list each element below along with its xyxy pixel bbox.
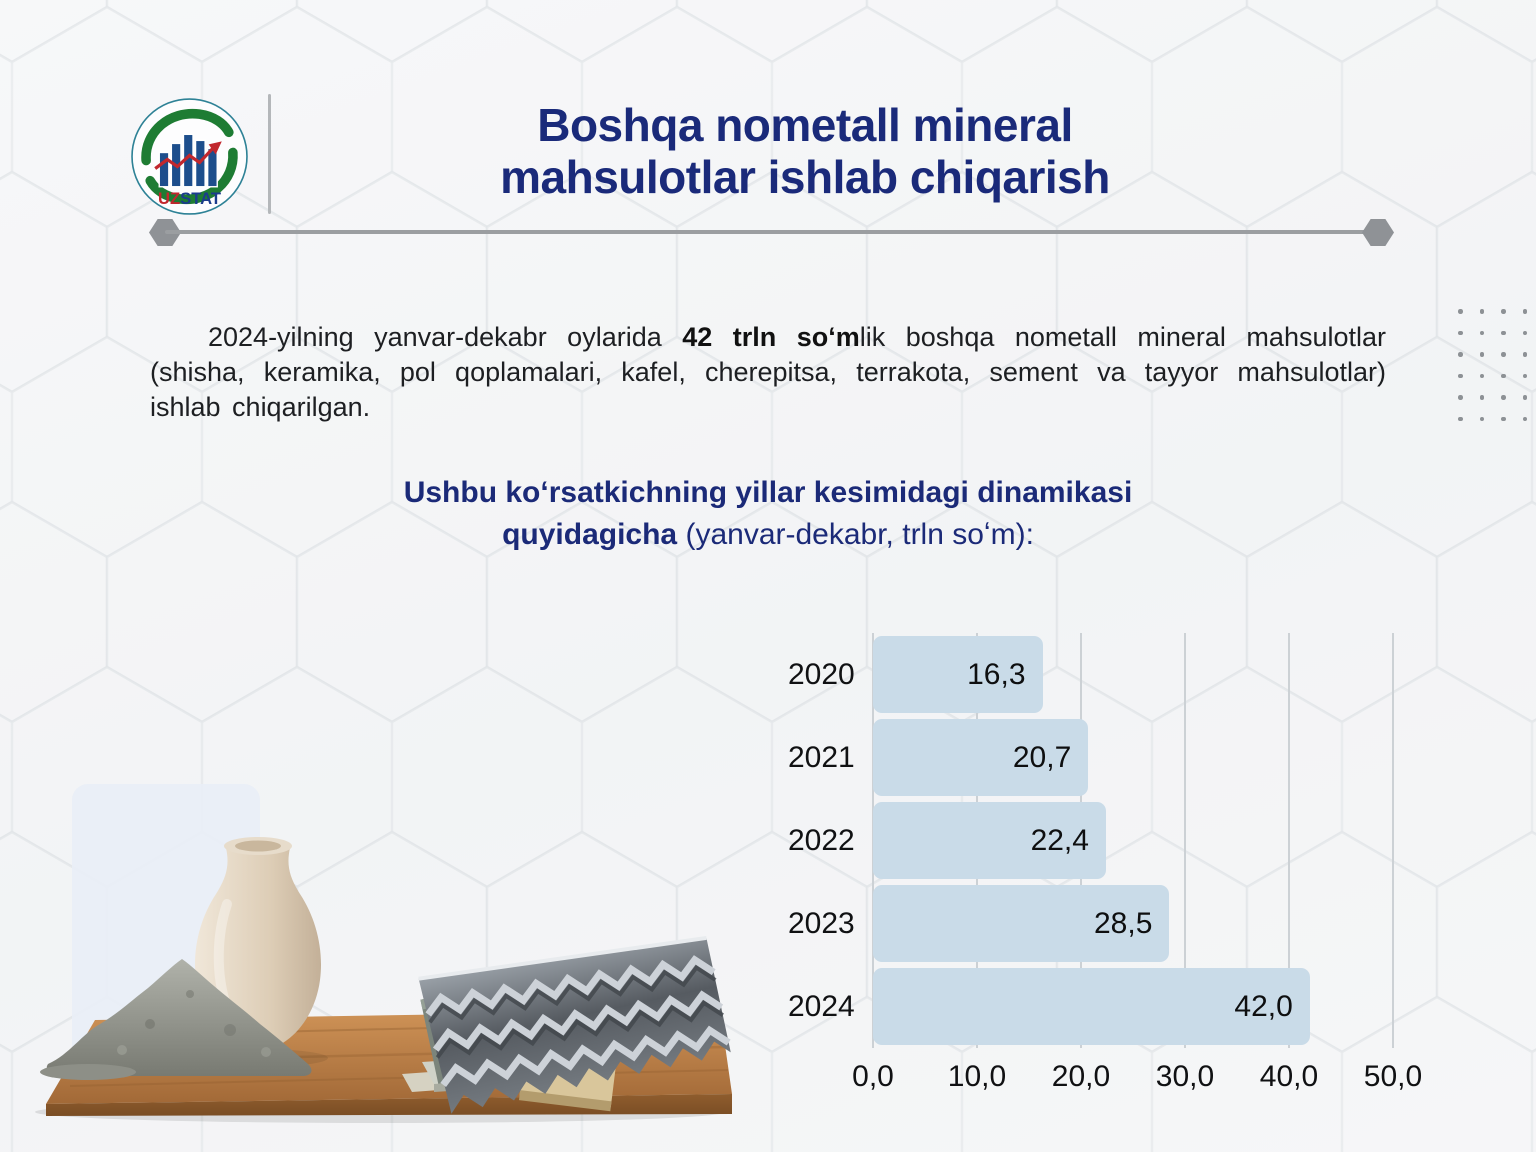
page-title-line2: mahsulotlar ishlab chiqarish <box>500 150 1110 203</box>
chart-row: 2022 22,4 <box>788 799 1393 882</box>
intro-lead: 2024-yilning yanvar-dekabr oylarida <box>208 322 683 352</box>
chart-year-label: 2022 <box>788 823 855 857</box>
dot-icon <box>1522 330 1527 335</box>
chart-x-tick-label: 40,0 <box>1259 1060 1319 1093</box>
dots-grid-decoration <box>1458 309 1527 421</box>
intro-paragraph: 2024-yilning yanvar-dekabr oylarida 42 t… <box>150 320 1386 425</box>
dot-icon <box>1458 395 1463 400</box>
dot-icon <box>1458 373 1463 378</box>
chart-row: 2023 28,5 <box>788 882 1393 965</box>
page-title: Boshqa nometall mineral mahsulotlar ishl… <box>400 99 1210 204</box>
chart-bar: 42,0 <box>873 968 1310 1045</box>
dot-icon <box>1458 309 1463 314</box>
chart-year-label: 2024 <box>788 989 855 1023</box>
dot-icon <box>1479 330 1484 335</box>
logo-swoosh-bottom <box>145 147 238 205</box>
dot-icon <box>1501 373 1506 378</box>
chart-year-label: 2021 <box>788 740 855 774</box>
chart-bar: 22,4 <box>873 802 1106 879</box>
chart-bar-value-label: 42,0 <box>1234 989 1293 1023</box>
dot-icon <box>1501 416 1506 421</box>
divider-hexagon-right <box>1362 219 1394 246</box>
dot-icon <box>1479 395 1484 400</box>
divider-line <box>165 230 1377 234</box>
chart-year-label: 2023 <box>788 906 855 940</box>
dot-icon <box>1522 416 1527 421</box>
dot-icon <box>1522 309 1527 314</box>
logo-text-stat: STAT <box>180 189 221 208</box>
dot-icon <box>1458 352 1463 357</box>
dot-icon <box>1501 330 1506 335</box>
uzstat-logo: UZSTAT <box>131 98 248 215</box>
chart-row: 2024 42,0 <box>788 965 1393 1048</box>
chart-bar-value-label: 20,7 <box>1012 740 1072 774</box>
chart-x-tick-label: 50,0 <box>1363 1060 1423 1093</box>
chart-year-label: 2020 <box>788 657 855 691</box>
chart-row: 2021 20,7 <box>788 716 1393 799</box>
metal-roof-tiles <box>418 935 731 1114</box>
chart-caption: Ushbu koʻrsatkichning yillar kesimidagi … <box>300 472 1236 556</box>
chart-x-axis: 0,0 10,0 20,0 30,0 40,0 50,0 <box>852 1060 1422 1102</box>
chart-row: 2020 16,3 <box>788 633 1393 716</box>
cement-pile <box>40 959 312 1080</box>
dot-icon <box>1458 416 1463 421</box>
chart-bar: 20,7 <box>873 719 1089 796</box>
dot-icon <box>1479 416 1484 421</box>
logo-trend-line-icon <box>154 147 214 170</box>
chart-x-tick-label: 20,0 <box>1051 1060 1111 1093</box>
intro-highlight-value: 42 trln soʻm <box>682 322 860 352</box>
chart-caption-line2-units: (yanvar-dekabr, trln soʻm): <box>677 518 1034 551</box>
chart-bar: 28,5 <box>873 885 1170 962</box>
dot-icon <box>1479 373 1484 378</box>
chart-plot-area: 2020 16,3 2021 20,7 2022 22,4 2023 28,5 2024 42,0 <box>788 633 1394 1048</box>
production-bar-chart: 2020 16,3 2021 20,7 2022 22,4 2023 28,5 2024 42,0… <box>788 633 1478 1103</box>
dot-icon <box>1501 395 1506 400</box>
dot-icon <box>1458 330 1463 335</box>
chart-x-tick-label: 0,0 <box>852 1060 894 1093</box>
page-title-line1: Boshqa nometall mineral <box>537 99 1073 151</box>
dot-icon <box>1501 309 1506 314</box>
logo-trend-arrow-icon <box>208 141 222 155</box>
construction-materials-illustration <box>35 784 732 1123</box>
chart-caption-line2: quyidagicha (yanvar-dekabr, trln soʻm): <box>300 514 1236 556</box>
dot-icon <box>1479 309 1484 314</box>
chart-x-tick-label: 10,0 <box>947 1060 1007 1093</box>
dot-icon <box>1522 395 1527 400</box>
chart-bar-value-label: 22,4 <box>1030 823 1089 857</box>
dot-icon <box>1479 352 1484 357</box>
logo-swoosh-top <box>141 108 234 166</box>
dot-icon <box>1501 352 1506 357</box>
dot-icon <box>1522 373 1527 378</box>
logo-separator-line <box>268 94 271 214</box>
chart-bar-value-label: 16,3 <box>967 657 1026 691</box>
chart-caption-line2-bold: quyidagicha <box>502 518 678 551</box>
chart-bar-value-label: 28,5 <box>1094 906 1153 940</box>
logo-wordmark: UZSTAT <box>158 189 221 208</box>
chart-bar: 16,3 <box>873 636 1043 713</box>
intro-rest: lik boshqa nometall mineral mahsulotlar … <box>150 322 1386 423</box>
logo-text-uz: UZ <box>158 189 180 208</box>
dot-icon <box>1522 352 1527 357</box>
chart-caption-line1: Ushbu koʻrsatkichning yillar kesimidagi … <box>403 476 1133 509</box>
chart-x-tick-label: 30,0 <box>1155 1060 1215 1093</box>
